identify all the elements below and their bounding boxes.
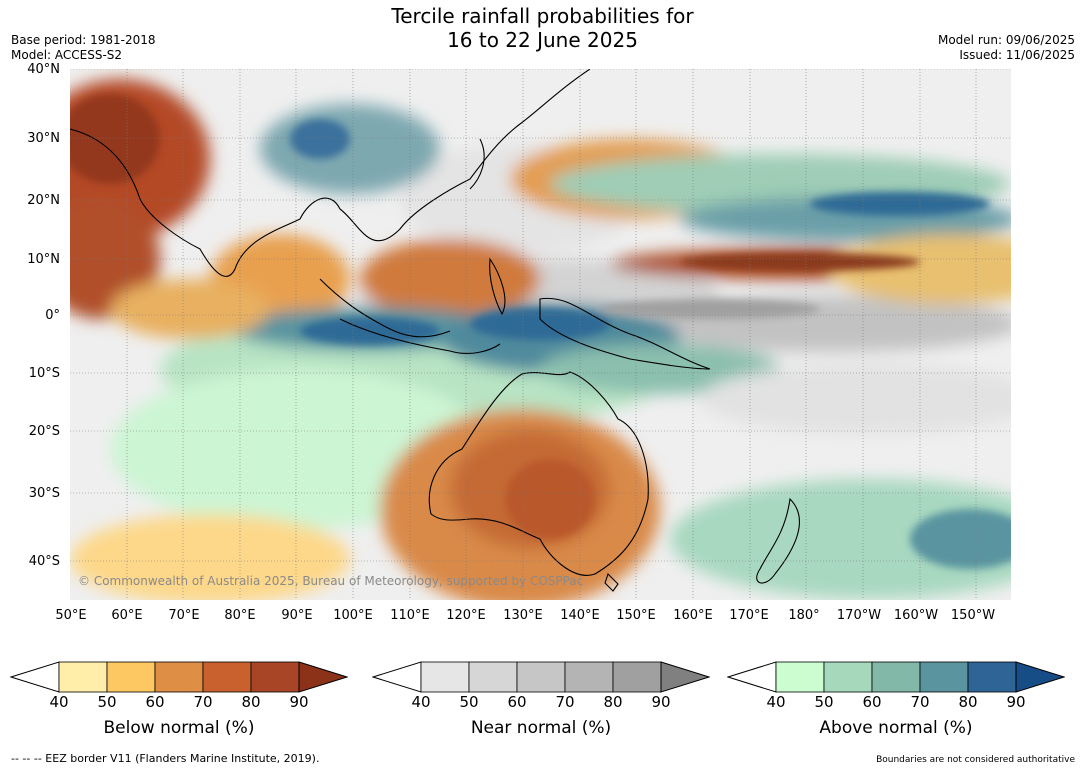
lat-label: 20°S xyxy=(28,424,60,439)
lat-label: 10°N xyxy=(27,252,60,267)
boundaries-disclaimer: Boundaries are not considered authoritat… xyxy=(876,755,1075,765)
title-line-2: 16 to 22 June 2025 xyxy=(447,28,638,52)
lon-label: 150°W xyxy=(950,608,996,623)
lon-label: 60°E xyxy=(111,608,143,623)
lat-label: 30°N xyxy=(27,131,60,146)
legend-near-normal: 40 50 60 70 80 90 Near normal (%) xyxy=(372,660,710,740)
lon-label: 130°E xyxy=(503,608,543,623)
legend-tick: 80 xyxy=(603,693,623,711)
lat-label: 30°S xyxy=(28,486,60,501)
lat-label: 40°S xyxy=(28,554,60,569)
graticule xyxy=(70,69,1011,600)
probability-detail xyxy=(70,94,1011,569)
copyright-notice: © Commonwealth of Australia 2025, Bureau… xyxy=(78,574,584,588)
legend-tick: 70 xyxy=(555,693,575,711)
map-title: Tercile rainfall probabilities for 16 to… xyxy=(0,4,1085,52)
legend-tick: 50 xyxy=(814,693,834,711)
colorbar-above xyxy=(727,661,1065,693)
legend-tick: 90 xyxy=(1006,693,1026,711)
lat-label: 40°N xyxy=(27,62,60,77)
lat-label: 0° xyxy=(45,308,60,323)
legend-tick: 40 xyxy=(411,693,431,711)
lon-label: 110°E xyxy=(390,608,430,623)
coastlines xyxy=(70,69,800,592)
legend-tick: 90 xyxy=(289,693,309,711)
legend-tick: 80 xyxy=(241,693,261,711)
legend-tick: 90 xyxy=(651,693,671,711)
lon-label: 150°E xyxy=(616,608,656,623)
lon-label: 170°W xyxy=(836,608,882,623)
lon-label: 70°E xyxy=(168,608,200,623)
model-run-date: Model run: 09/06/2025 xyxy=(937,33,1075,47)
lon-label: 90°E xyxy=(281,608,313,623)
lon-label: 170°E xyxy=(729,608,769,623)
legend-tick: 40 xyxy=(49,693,69,711)
probability-map: © Commonwealth of Australia 2025, Bureau… xyxy=(70,69,1011,600)
legend-tick: 50 xyxy=(97,693,117,711)
title-line-1: Tercile rainfall probabilities for xyxy=(391,4,694,28)
lat-label: 10°S xyxy=(28,366,60,381)
lon-label: 50°E xyxy=(55,608,87,623)
legend-title: Above normal (%) xyxy=(819,718,973,738)
legend-above-normal: 40 50 60 70 80 90 Above normal (%) xyxy=(727,660,1065,740)
legend-tick: 70 xyxy=(193,693,213,711)
legend-tick: 80 xyxy=(958,693,978,711)
lon-label: 160°W xyxy=(893,608,939,623)
meta-right: Model run: 09/06/2025 Issued: 11/06/2025 xyxy=(938,33,1075,63)
legend-tick: 70 xyxy=(910,693,930,711)
legend-tick: 60 xyxy=(507,693,527,711)
colorbar-below xyxy=(10,661,348,693)
model-name: Model: ACCESS-S2 xyxy=(11,48,123,62)
lon-label: 160°E xyxy=(673,608,713,623)
legend-title: Below normal (%) xyxy=(103,718,255,738)
legend-tick: 40 xyxy=(766,693,786,711)
legend-title: Near normal (%) xyxy=(470,718,612,738)
legend-tick: 60 xyxy=(145,693,165,711)
issued-date: Issued: 11/06/2025 xyxy=(959,48,1075,62)
lon-label: 180° xyxy=(788,608,820,623)
lon-label: 100°E xyxy=(333,608,373,623)
lon-label: 140°E xyxy=(560,608,600,623)
map-canvas xyxy=(70,69,1011,600)
lon-label: 120°E xyxy=(446,608,486,623)
legend-tick: 50 xyxy=(459,693,479,711)
lat-label: 20°N xyxy=(27,193,60,208)
base-period: Base period: 1981-2018 xyxy=(11,33,156,47)
legend-tick: 60 xyxy=(862,693,882,711)
lon-label: 80°E xyxy=(224,608,256,623)
legend-below-normal: 40 50 60 70 80 90 Below normal (%) xyxy=(10,660,348,740)
colorbar-near xyxy=(372,661,710,693)
meta-left: Base period: 1981-2018 Model: ACCESS-S2 xyxy=(11,33,156,63)
eez-border-note: -- -- -- EEZ border V11 (Flanders Marine… xyxy=(11,752,320,765)
